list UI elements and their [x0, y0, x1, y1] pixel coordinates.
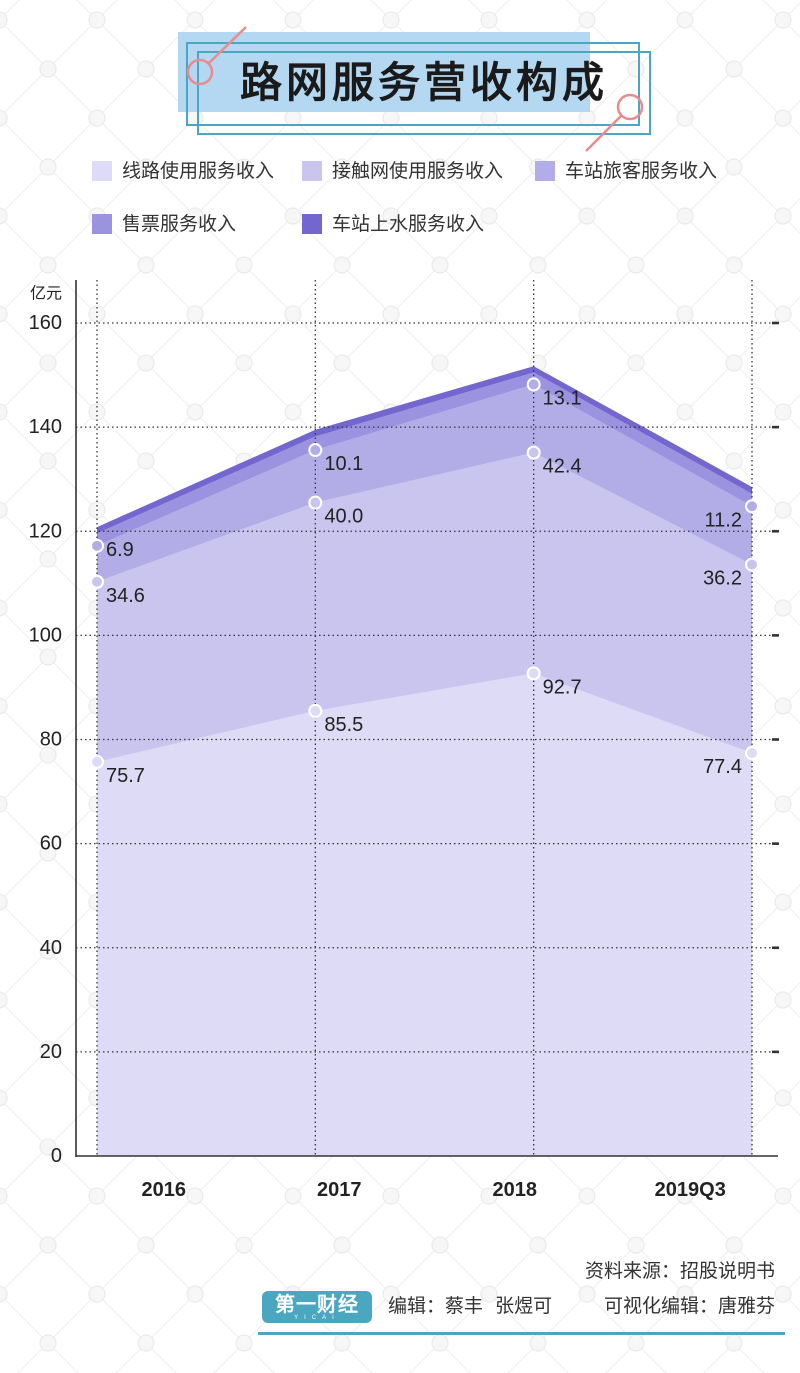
data-points — [90, 377, 759, 769]
decor-line-bottom-right — [585, 115, 622, 152]
footer-divider — [258, 1332, 785, 1335]
data-point — [745, 557, 759, 572]
data-label: 75.7 — [106, 765, 145, 787]
y-axis-unit: 亿元 — [30, 284, 62, 303]
legend-item: 售票服务收入 — [92, 214, 236, 234]
y-tick-label: 100 — [29, 624, 62, 646]
data-point — [90, 754, 104, 769]
data-point — [308, 495, 323, 510]
y-tick-label: 80 — [40, 729, 62, 751]
data-point — [308, 443, 323, 458]
legend-swatch — [302, 161, 322, 181]
data-point — [90, 574, 104, 589]
x-tick-label: 2017 — [317, 1179, 362, 1201]
y-tick-label: 160 — [29, 312, 62, 334]
data-label: 42.4 — [543, 456, 582, 478]
logo-text: 第一财经 — [275, 1292, 359, 1316]
y-tick-label: 140 — [29, 416, 62, 438]
legend-item: 车站旅客服务收入 — [535, 161, 717, 181]
data-label: 40.0 — [324, 506, 363, 528]
area-band-3 — [97, 384, 752, 582]
data-label: 10.1 — [324, 453, 363, 475]
data-point — [90, 538, 104, 553]
title-background — [178, 32, 590, 112]
legend-swatch — [92, 161, 112, 181]
editor-credits: 编辑：蔡丰 张煜可 — [388, 1295, 553, 1317]
data-label: 34.6 — [106, 585, 145, 607]
legend-swatch — [302, 214, 322, 234]
data-label: 6.9 — [106, 539, 134, 561]
legend-item: 接触网使用服务收入 — [302, 161, 503, 181]
legend-label: 车站旅客服务收入 — [565, 160, 718, 182]
right-tick-mark — [772, 1050, 779, 1054]
brand-logo: 第一财经 YICAI — [262, 1291, 372, 1323]
axes: 2016 2017 2018 2019Q3 — [75, 280, 778, 1201]
area-bands — [97, 366, 752, 1156]
right-tick-mark — [772, 842, 779, 845]
y-tick-label: 120 — [29, 520, 62, 542]
data-source: 资料来源：招股说明书 — [584, 1260, 775, 1282]
legend-label: 车站上水服务收入 — [332, 213, 485, 235]
legend-label: 接触网使用服务收入 — [332, 160, 504, 182]
area-band-5 — [97, 366, 752, 534]
decor-line-top-left — [208, 26, 247, 64]
data-point — [526, 445, 541, 460]
legend-item: 车站上水服务收入 — [302, 214, 484, 234]
right-tick-mark — [772, 738, 779, 741]
data-point — [308, 703, 323, 718]
title-frame-offset — [197, 51, 651, 135]
y-tick-label: 60 — [40, 833, 62, 855]
data-label: 11.2 — [705, 509, 742, 531]
legend-label: 售票服务收入 — [122, 213, 237, 235]
area-band-1 — [97, 673, 752, 1156]
data-labels: 75.7 85.5 92.7 77.4 34.6 40.0 42.4 36.2 6.9 10.1 1… — [106, 387, 742, 786]
data-label: 77.4 — [703, 756, 742, 778]
logo-subtext: YICAI — [294, 1315, 340, 1321]
right-tick-mark — [772, 425, 779, 429]
x-tick-label: 2016 — [142, 1179, 187, 1201]
legend-item: 线路使用服务收入 — [92, 161, 274, 181]
data-point — [745, 746, 759, 761]
data-point — [745, 499, 759, 514]
data-label: 13.1 — [543, 387, 582, 409]
data-label: 36.2 — [703, 568, 742, 590]
area-band-2 — [97, 452, 752, 762]
data-label: 92.7 — [543, 676, 582, 698]
title-decoration — [186, 26, 644, 152]
x-tick-label: 2019Q3 — [655, 1179, 726, 1201]
legend-label: 线路使用服务收入 — [122, 160, 275, 182]
area-band-4 — [97, 372, 752, 546]
right-tick-mark — [772, 321, 779, 325]
stacked-area-chart: 0 20 40 60 80 100 120 140 160 2016 2017 2018 2019Q3 7… — [29, 280, 779, 1201]
right-tick-mark — [772, 634, 779, 637]
visualization-editor-credit: 可视化编辑：唐雅芬 — [603, 1295, 775, 1317]
data-label: 85.5 — [324, 714, 363, 736]
decor-circle-top-left — [186, 58, 214, 86]
legend-swatch — [535, 161, 555, 181]
legend-swatch — [92, 214, 112, 234]
y-tick-label: 40 — [40, 937, 62, 959]
data-point — [526, 377, 541, 392]
decor-circle-bottom-right — [616, 93, 644, 121]
gridlines: 0 20 40 60 80 100 120 140 160 — [29, 280, 779, 1167]
right-tick-mark — [772, 946, 779, 950]
title-frame-outer — [186, 42, 640, 126]
data-point — [526, 666, 541, 681]
x-tick-label: 2018 — [493, 1179, 538, 1201]
right-tick-mark — [772, 529, 779, 533]
y-tick-label: 20 — [40, 1041, 62, 1063]
page-title: 路网服务营收构成 — [239, 58, 608, 107]
y-tick-label: 0 — [51, 1145, 62, 1167]
